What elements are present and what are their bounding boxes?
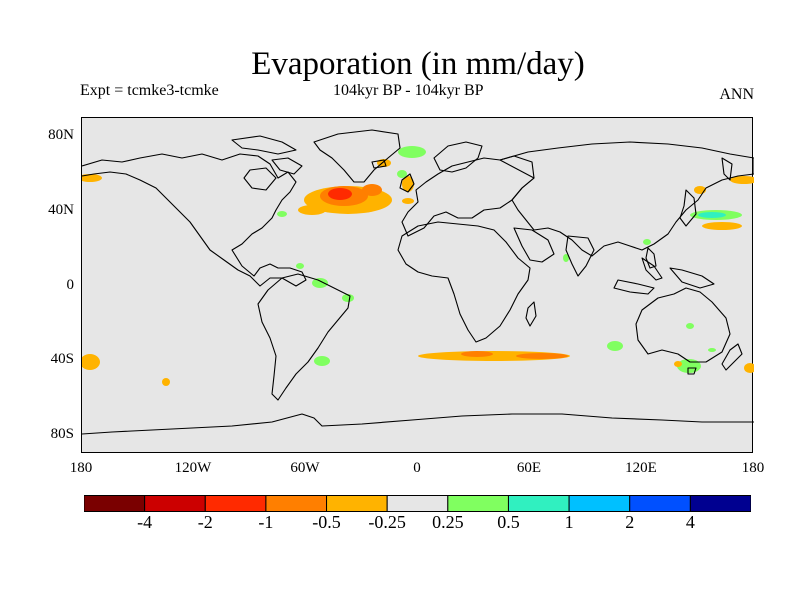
colorbar-box-3 [265, 495, 328, 512]
colorbar-box-1 [144, 495, 206, 512]
lat-label-40n: 40N [48, 202, 74, 218]
colorbar-box-7 [507, 495, 570, 512]
colorbar-box-4 [326, 495, 388, 512]
lat-label-0: 0 [66, 277, 75, 293]
colorbar [84, 495, 751, 512]
colorbar-label-3: -0.5 [312, 512, 341, 532]
coast-antarctica [82, 413, 754, 435]
lat-label-40s: 40S [50, 351, 74, 367]
plot-title: Evaporation (in mm/day) [251, 46, 585, 82]
colorbar-label-7: 1 [564, 512, 574, 532]
colorbar-label-4: -0.25 [368, 512, 406, 532]
season-label: ANN [719, 86, 754, 103]
colorbar-label-2: -1 [258, 512, 274, 532]
colorbar-label-0: -4 [137, 512, 153, 532]
colorbar-label-1: -2 [197, 512, 213, 532]
map-panel [81, 117, 754, 453]
colorbar-label-8: 2 [625, 512, 635, 532]
colorbar-box-10 [689, 495, 751, 512]
lon-label-120w: 120W [174, 460, 212, 476]
coast-europe [401, 155, 535, 237]
colorbar-box-0 [84, 495, 146, 512]
colorbar-box-8 [568, 495, 631, 512]
colorbar-box-2 [204, 495, 267, 512]
coast-greenland [313, 129, 401, 183]
colorbar-box-5 [386, 495, 449, 512]
lat-label-80n: 80N [48, 127, 74, 143]
coast-australia [635, 287, 731, 363]
anomaly-patches [82, 146, 754, 386]
coast-asia [499, 141, 754, 257]
norwegian-sea-pos [398, 146, 426, 158]
map-layer [82, 129, 754, 435]
lon-label-120e: 120E [625, 460, 657, 476]
colorbar-label-9: 4 [685, 512, 695, 532]
colorbar-label-5: 0.25 [432, 512, 464, 532]
lon-label-60w: 60W [290, 460, 320, 476]
lat-label-80s: 80S [50, 426, 74, 442]
lon-label-180w: 180 [69, 460, 93, 476]
lon-label-0: 0 [413, 460, 421, 476]
lon-label-180e: 180 [741, 460, 765, 476]
colorbar-box-9 [629, 495, 691, 512]
colorbar-label-6: 0.5 [497, 512, 520, 532]
coast-north-america [82, 153, 307, 287]
period-label: 104kyr BP - 104kyr BP [333, 82, 484, 99]
coast-africa [397, 221, 531, 343]
coast-south-america [257, 273, 351, 401]
north-atlantic-strong-neg [328, 188, 352, 200]
coastlines [82, 129, 754, 435]
colorbar-box-6 [447, 495, 509, 512]
lon-label-60e: 60E [516, 460, 542, 476]
experiment-label: Expt = tcmke3-tcmke [80, 82, 219, 99]
